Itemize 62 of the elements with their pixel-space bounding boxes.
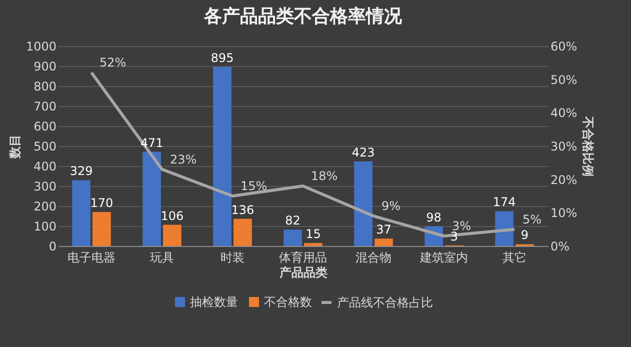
data-label: 18% — [311, 169, 338, 183]
bar — [163, 224, 182, 246]
bar — [72, 180, 90, 246]
bar — [234, 218, 252, 246]
data-label: 98 — [426, 210, 442, 224]
data-label: 52% — [99, 56, 126, 70]
bar — [304, 243, 322, 246]
y-tick-label: 800 — [34, 80, 56, 94]
y-tick-label: 900 — [34, 60, 56, 74]
y-tick-label: 0 — [48, 240, 56, 254]
y-tick-label: 1000 — [26, 40, 56, 54]
data-label: 329 — [70, 164, 93, 178]
data-label: 9% — [382, 199, 401, 213]
y2-tick-label: 60% — [550, 40, 578, 54]
data-label: 136 — [231, 202, 254, 217]
data-label: 170 — [90, 196, 114, 210]
data-label: 15 — [306, 227, 321, 241]
data-label: 37 — [376, 222, 392, 237]
data-label: 174 — [492, 195, 516, 210]
legend-label: 产品线不合格占比 — [337, 296, 433, 310]
y2-tick-label: 20% — [550, 172, 578, 187]
y-tick-label: 600 — [34, 120, 56, 134]
x-axis-title: 产品品类 — [278, 266, 328, 280]
bar — [213, 67, 232, 246]
y2-tick-label: 10% — [550, 206, 578, 220]
data-label: 23% — [170, 152, 197, 166]
x-tick-label: 其它 — [502, 250, 527, 264]
y2-tick-label: 0% — [550, 240, 570, 254]
y-tick-label: 300 — [34, 180, 56, 194]
data-label: 82 — [285, 214, 300, 228]
y2-tick-label: 50% — [550, 72, 578, 87]
data-label: 423 — [352, 145, 375, 160]
bar — [284, 230, 302, 246]
legend-label: 不合格数 — [264, 295, 312, 309]
y-tick-label: 100 — [34, 220, 56, 234]
data-label: 106 — [160, 208, 184, 223]
bar — [495, 211, 514, 246]
y-tick-label: 700 — [34, 100, 56, 114]
y2-axis-title: 不合格比例 — [581, 116, 596, 176]
x-tick-label: 时装 — [220, 250, 244, 264]
y2-tick-label: 40% — [550, 106, 578, 120]
legend-label: 抽检数量 — [190, 295, 238, 309]
bar — [354, 161, 372, 246]
data-label: 5% — [522, 212, 542, 226]
x-tick-label: 玩具 — [150, 250, 174, 264]
y-tick-label: 400 — [34, 160, 56, 174]
x-tick-label: 电子电器 — [67, 250, 116, 264]
x-tick-label: 体育用品 — [279, 250, 327, 264]
chart-title: 各产品品类不合格率情况 — [203, 6, 403, 27]
bar — [142, 152, 161, 246]
data-label: 895 — [210, 51, 234, 65]
y-axis-title: 数目 — [8, 134, 22, 160]
y-tick-label: 500 — [34, 140, 56, 154]
data-label: 9 — [520, 228, 529, 242]
x-tick-label: 混合物 — [356, 250, 392, 264]
y-tick-label: 200 — [34, 200, 56, 214]
data-label: 15% — [240, 179, 268, 193]
bar — [374, 238, 393, 246]
y2-tick-label: 30% — [550, 140, 578, 154]
bar — [92, 212, 111, 246]
x-tick-label: 建筑室内 — [419, 250, 468, 264]
data-label: 471 — [140, 136, 164, 150]
